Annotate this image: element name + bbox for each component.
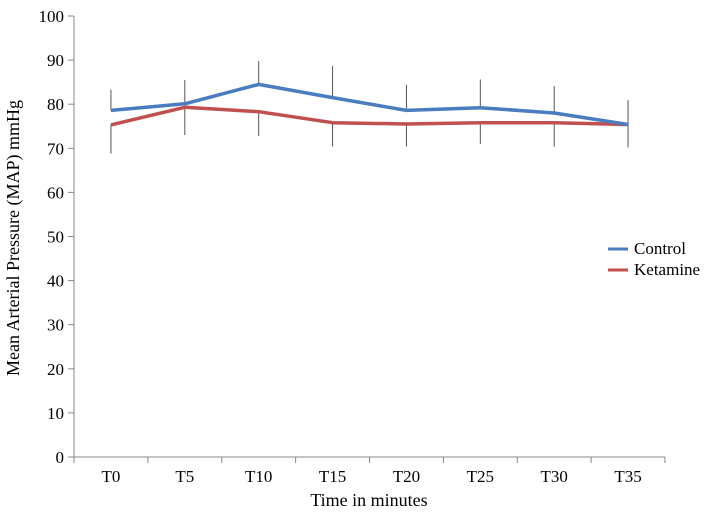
series-line-control — [110, 82, 629, 127]
x-tick-label: T5 — [175, 467, 194, 486]
y-axis-title: Mean Arterial Pressure (MAP) mmHg — [3, 100, 24, 376]
y-tick-label: 20 — [47, 360, 64, 379]
x-tick-label: T10 — [245, 467, 272, 486]
y-tick-label: 100 — [39, 7, 65, 26]
y-tick-label: 50 — [47, 228, 64, 247]
legend-label: Ketamine — [634, 260, 700, 279]
legend-label: Control — [634, 239, 686, 258]
y-tick-label: 30 — [47, 316, 64, 335]
y-tick-label: 10 — [47, 404, 64, 423]
legend: Control Ketamine — [608, 239, 700, 279]
y-tick-label: 40 — [47, 272, 64, 291]
series-lines — [110, 82, 629, 127]
y-tick-label: 80 — [47, 95, 64, 114]
y-tick-label: 0 — [56, 448, 65, 467]
y-tick-label: 90 — [47, 51, 64, 70]
x-tick-label: T0 — [101, 467, 120, 486]
x-tick-label: T25 — [467, 467, 494, 486]
x-tick-label: T35 — [614, 467, 641, 486]
series-line-ketamine — [110, 105, 629, 127]
x-tick-label: T20 — [393, 467, 420, 486]
x-axis-title: Time in minutes — [310, 490, 427, 510]
x-tick-label: T30 — [540, 467, 567, 486]
axes: 0 10 20 30 40 50 60 70 80 90 100 T0 T5 T10 T15 T20 T25 T3… — [39, 7, 666, 486]
y-tick-label: 70 — [47, 139, 64, 158]
x-tick-label: T15 — [319, 467, 346, 486]
y-tick-label: 60 — [47, 183, 64, 202]
error-bars — [110, 60, 629, 154]
